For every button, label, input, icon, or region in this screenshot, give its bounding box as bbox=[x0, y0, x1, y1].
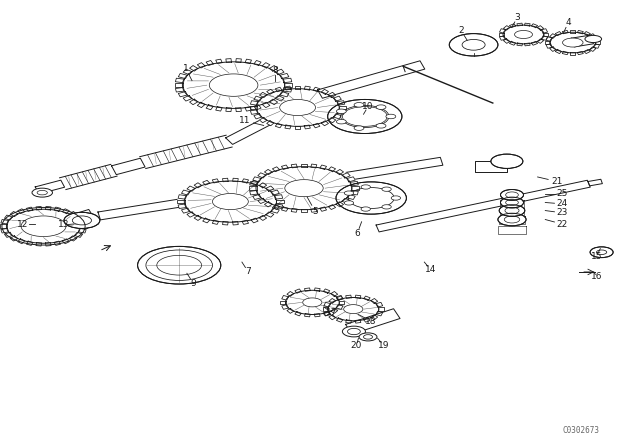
Ellipse shape bbox=[21, 216, 66, 237]
Ellipse shape bbox=[498, 213, 526, 226]
Text: 21: 21 bbox=[551, 177, 563, 186]
Ellipse shape bbox=[285, 180, 323, 197]
Ellipse shape bbox=[500, 197, 524, 208]
Text: 17: 17 bbox=[326, 308, 337, 317]
Text: C0302673: C0302673 bbox=[563, 426, 600, 435]
Ellipse shape bbox=[354, 126, 364, 130]
Ellipse shape bbox=[499, 23, 548, 46]
Ellipse shape bbox=[449, 34, 498, 56]
Ellipse shape bbox=[0, 207, 87, 246]
Text: 15: 15 bbox=[591, 252, 602, 261]
Ellipse shape bbox=[563, 38, 583, 47]
Text: 16: 16 bbox=[591, 272, 602, 281]
Ellipse shape bbox=[500, 190, 524, 200]
Ellipse shape bbox=[212, 194, 248, 210]
Ellipse shape bbox=[585, 35, 602, 43]
Ellipse shape bbox=[138, 246, 221, 284]
Ellipse shape bbox=[303, 298, 322, 307]
Ellipse shape bbox=[175, 59, 292, 112]
Ellipse shape bbox=[337, 120, 346, 124]
Text: 4: 4 bbox=[566, 18, 571, 27]
Ellipse shape bbox=[323, 295, 384, 323]
Ellipse shape bbox=[359, 333, 377, 341]
Text: 5: 5 bbox=[313, 207, 318, 216]
Ellipse shape bbox=[590, 247, 613, 258]
Ellipse shape bbox=[344, 201, 354, 205]
Ellipse shape bbox=[249, 164, 359, 212]
Text: 19: 19 bbox=[378, 341, 390, 350]
Ellipse shape bbox=[337, 109, 346, 113]
Ellipse shape bbox=[209, 74, 258, 96]
Text: 2: 2 bbox=[458, 26, 463, 34]
Text: 10: 10 bbox=[362, 102, 374, 111]
Ellipse shape bbox=[491, 154, 523, 168]
Text: 7: 7 bbox=[246, 267, 251, 276]
Text: 3: 3 bbox=[515, 13, 520, 22]
Text: 24: 24 bbox=[556, 199, 568, 208]
Ellipse shape bbox=[376, 105, 386, 109]
Ellipse shape bbox=[386, 114, 396, 119]
Text: 11: 11 bbox=[239, 116, 251, 125]
Ellipse shape bbox=[391, 196, 401, 200]
Text: 20: 20 bbox=[351, 341, 362, 350]
Text: 18: 18 bbox=[365, 317, 377, 326]
Text: 8: 8 bbox=[273, 66, 278, 75]
Ellipse shape bbox=[280, 288, 344, 317]
Ellipse shape bbox=[342, 326, 365, 337]
Text: 14: 14 bbox=[425, 265, 436, 274]
Ellipse shape bbox=[382, 187, 391, 191]
Ellipse shape bbox=[515, 30, 532, 39]
Ellipse shape bbox=[376, 124, 386, 128]
Ellipse shape bbox=[361, 207, 371, 211]
Text: 25: 25 bbox=[556, 189, 568, 198]
Ellipse shape bbox=[336, 182, 406, 214]
Text: 9: 9 bbox=[191, 279, 196, 288]
Ellipse shape bbox=[328, 99, 402, 134]
Ellipse shape bbox=[361, 185, 371, 189]
Ellipse shape bbox=[382, 205, 391, 209]
Text: 6: 6 bbox=[355, 229, 360, 238]
Ellipse shape bbox=[32, 188, 52, 197]
Ellipse shape bbox=[354, 103, 364, 107]
Text: 1: 1 bbox=[183, 64, 188, 73]
Text: 12: 12 bbox=[17, 220, 29, 228]
Ellipse shape bbox=[64, 212, 100, 228]
Ellipse shape bbox=[250, 86, 346, 129]
Ellipse shape bbox=[344, 191, 354, 195]
Text: 23: 23 bbox=[556, 208, 568, 217]
Ellipse shape bbox=[280, 99, 316, 116]
Text: 22: 22 bbox=[556, 220, 568, 228]
Ellipse shape bbox=[344, 305, 363, 314]
Text: 13: 13 bbox=[58, 220, 70, 229]
Ellipse shape bbox=[499, 205, 525, 216]
Ellipse shape bbox=[545, 30, 600, 55]
Ellipse shape bbox=[177, 178, 284, 225]
